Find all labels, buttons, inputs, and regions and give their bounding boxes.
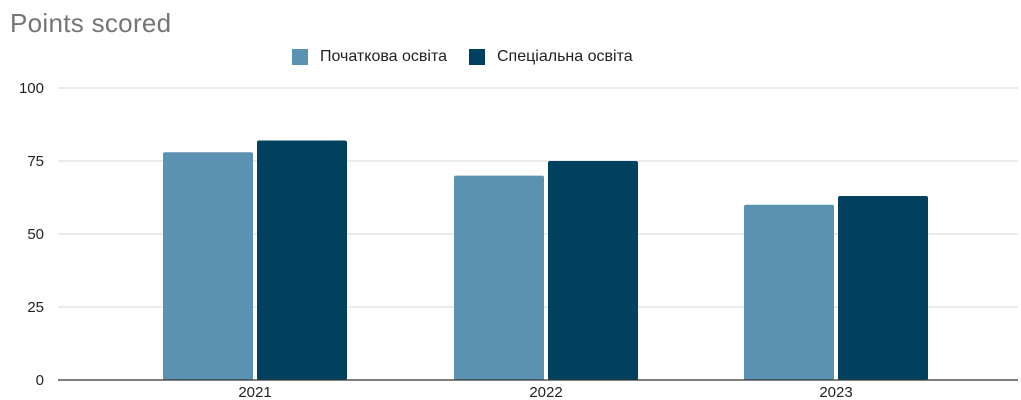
y-tick-label-50: 50 <box>27 226 44 243</box>
legend-swatch-primary-education <box>292 49 308 65</box>
bar-2022-series-2 <box>548 161 638 380</box>
y-tick-label-25: 25 <box>27 299 44 316</box>
bar-2021-series-2 <box>257 140 347 380</box>
legend: Початкова освіта Спеціальна освіта <box>292 48 655 66</box>
x-tick-label-2023: 2023 <box>819 384 852 400</box>
bar-2023-series-2 <box>838 196 928 380</box>
legend-label-special-education: Спеціальна освіта <box>497 48 633 65</box>
bar-2023-series-1 <box>744 204 834 380</box>
chart-title: Points scored <box>10 8 172 38</box>
x-tick-label-2022: 2022 <box>529 384 562 400</box>
bar-2021-series-1 <box>163 152 253 380</box>
x-tick-label-2021: 2021 <box>238 384 271 400</box>
legend-swatch-special-education <box>469 49 485 65</box>
legend-item-special-education: Спеціальна освіта <box>469 48 633 66</box>
y-tick-label-100: 100 <box>19 80 44 97</box>
y-tick-label-0: 0 <box>36 372 44 389</box>
legend-label-primary-education: Початкова освіта <box>320 48 447 65</box>
y-tick-label-75: 75 <box>27 153 44 170</box>
bar-2022-series-1 <box>454 175 544 380</box>
legend-item-primary-education: Початкова освіта <box>292 48 447 66</box>
